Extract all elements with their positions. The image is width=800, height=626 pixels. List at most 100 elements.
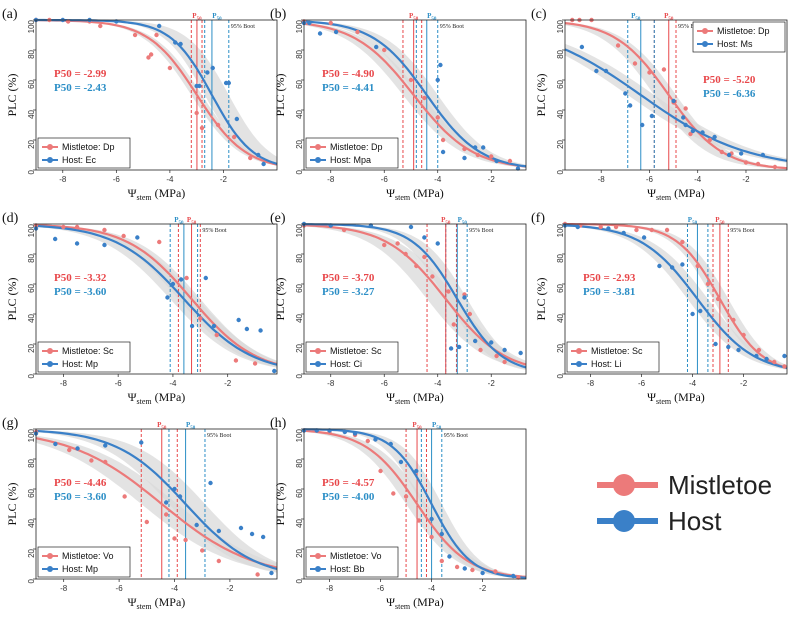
y-tick-label: 40 xyxy=(556,313,565,322)
host-point xyxy=(234,116,240,122)
y-axis-title: PLC (%) xyxy=(534,278,548,321)
x-tick-label: -2 xyxy=(226,584,234,593)
mistletoe-p50-top-label: P50 xyxy=(157,421,167,431)
panel-legend-host-label: Host: Ec xyxy=(62,155,97,165)
mistletoe-point xyxy=(664,227,670,233)
panel-legend-mistletoe-label: Mistletoe: Dp xyxy=(330,142,383,152)
mistletoe-point xyxy=(598,224,603,230)
y-axis-title: PLC (%) xyxy=(273,74,287,117)
host-p50-top-label: P50 xyxy=(458,216,468,226)
y-tick-label: 60 xyxy=(295,488,304,497)
panel-legend-host-marker xyxy=(315,361,321,367)
mistletoe-p50-top-label: P50 xyxy=(409,12,419,22)
panel-legend-host-marker xyxy=(315,566,321,572)
boot-label: 95% Boot xyxy=(207,433,232,439)
host-point xyxy=(438,62,443,68)
mistletoe-point xyxy=(422,95,427,101)
host-point xyxy=(156,23,162,29)
host-point xyxy=(511,573,516,579)
y-axis-title: PLC (%) xyxy=(5,74,19,117)
mistletoe-point xyxy=(89,458,94,463)
host-point xyxy=(429,516,434,522)
x-axis-title: Ψstem (MPa) xyxy=(647,390,705,406)
y-tick-label: 100 xyxy=(295,223,304,237)
host-p50-top-label: P50 xyxy=(688,216,698,226)
y-tick-label: 20 xyxy=(556,343,565,352)
mistletoe-point xyxy=(391,491,396,496)
host-point xyxy=(333,29,339,35)
host-point xyxy=(669,265,675,270)
host-point xyxy=(447,554,452,559)
mistletoe-p50-value: P50 = -4.57 xyxy=(322,477,375,489)
mistletoe-point xyxy=(435,115,440,120)
host-fit-line xyxy=(35,224,278,366)
host-point xyxy=(575,224,580,230)
x-tick-label: -8 xyxy=(326,584,334,593)
y-axis-title: PLC (%) xyxy=(273,483,287,526)
mistletoe-point xyxy=(157,239,162,245)
host-point xyxy=(518,350,523,356)
host-point xyxy=(681,115,686,120)
y-tick-label: 60 xyxy=(295,79,304,88)
host-point xyxy=(272,368,277,374)
plot-frame xyxy=(35,19,278,171)
boot-label: 95% Boot xyxy=(440,24,465,30)
panel-legend-host-marker xyxy=(47,157,53,163)
mistletoe-point xyxy=(756,347,762,353)
mistletoe-point xyxy=(705,281,711,287)
mistletoe-point xyxy=(429,534,434,540)
mistletoe-point xyxy=(167,65,173,71)
x-tick-label: -6 xyxy=(116,584,124,593)
panel-letter: (e) xyxy=(270,211,286,226)
y-tick-label: 100 xyxy=(556,19,565,33)
mistletoe-p50-top-label: P50 xyxy=(187,216,197,226)
x-axis-title: Ψstem (MPa) xyxy=(386,595,444,611)
host-p50-value: P50 = -3.81 xyxy=(583,286,635,298)
x-axis-title: Ψstem (MPa) xyxy=(386,390,444,406)
host-point xyxy=(726,152,732,158)
mistletoe-point xyxy=(122,494,127,499)
mistletoe-point xyxy=(248,155,253,161)
host-point xyxy=(52,236,58,242)
host-point xyxy=(53,441,58,447)
mistletoe-point xyxy=(430,274,435,279)
mistletoe-point xyxy=(451,322,456,327)
figure-legend: Mistletoe Host xyxy=(597,470,772,536)
x-tick-label: -2 xyxy=(740,379,748,388)
panel-legend-host-label: Host: Ci xyxy=(330,359,362,369)
y-axis-title: PLC (%) xyxy=(5,278,19,321)
host-point xyxy=(139,440,144,445)
y-axis-title: PLC (%) xyxy=(5,483,19,526)
mistletoe-fit-line xyxy=(565,223,788,369)
panel-legend-mistletoe-marker xyxy=(47,144,53,150)
y-tick-label: 0 xyxy=(295,578,304,583)
host-point xyxy=(260,534,266,540)
host-point xyxy=(462,155,467,161)
y-tick-label: 100 xyxy=(27,223,36,237)
mistletoe-point xyxy=(382,47,387,53)
mistletoe-point xyxy=(688,131,693,137)
panel-legend-mistletoe-marker xyxy=(315,348,321,354)
host-point xyxy=(754,353,759,359)
x-tick-label: -8 xyxy=(327,175,335,184)
panel-letter: (f) xyxy=(531,211,545,226)
boot-label: 95% Boot xyxy=(730,228,755,234)
mistletoe-point xyxy=(439,558,444,564)
mistletoe-point xyxy=(493,569,498,574)
plot-frame xyxy=(35,428,278,580)
y-tick-label: 20 xyxy=(556,139,565,148)
host-point xyxy=(269,570,274,576)
mistletoe-point xyxy=(215,122,221,128)
mistletoe-p50-top-label: P50 xyxy=(715,216,725,226)
plot-frame xyxy=(35,223,278,375)
y-tick-label: 60 xyxy=(556,79,565,88)
panel-legend-host-label: Host: Mpa xyxy=(330,155,371,165)
panel-legend-mistletoe-marker xyxy=(576,348,582,354)
legend-mistletoe-marker xyxy=(613,474,635,496)
mistletoe-point xyxy=(163,512,169,517)
host-point xyxy=(680,262,685,267)
chart-panel: (f) P50 P50 95% Boot 0 20 40 60 80 100 -8 -6 -4 -2 PLC… xyxy=(531,211,788,406)
x-tick-label: -6 xyxy=(377,584,385,593)
host-point xyxy=(244,326,250,332)
host-point xyxy=(258,328,263,333)
